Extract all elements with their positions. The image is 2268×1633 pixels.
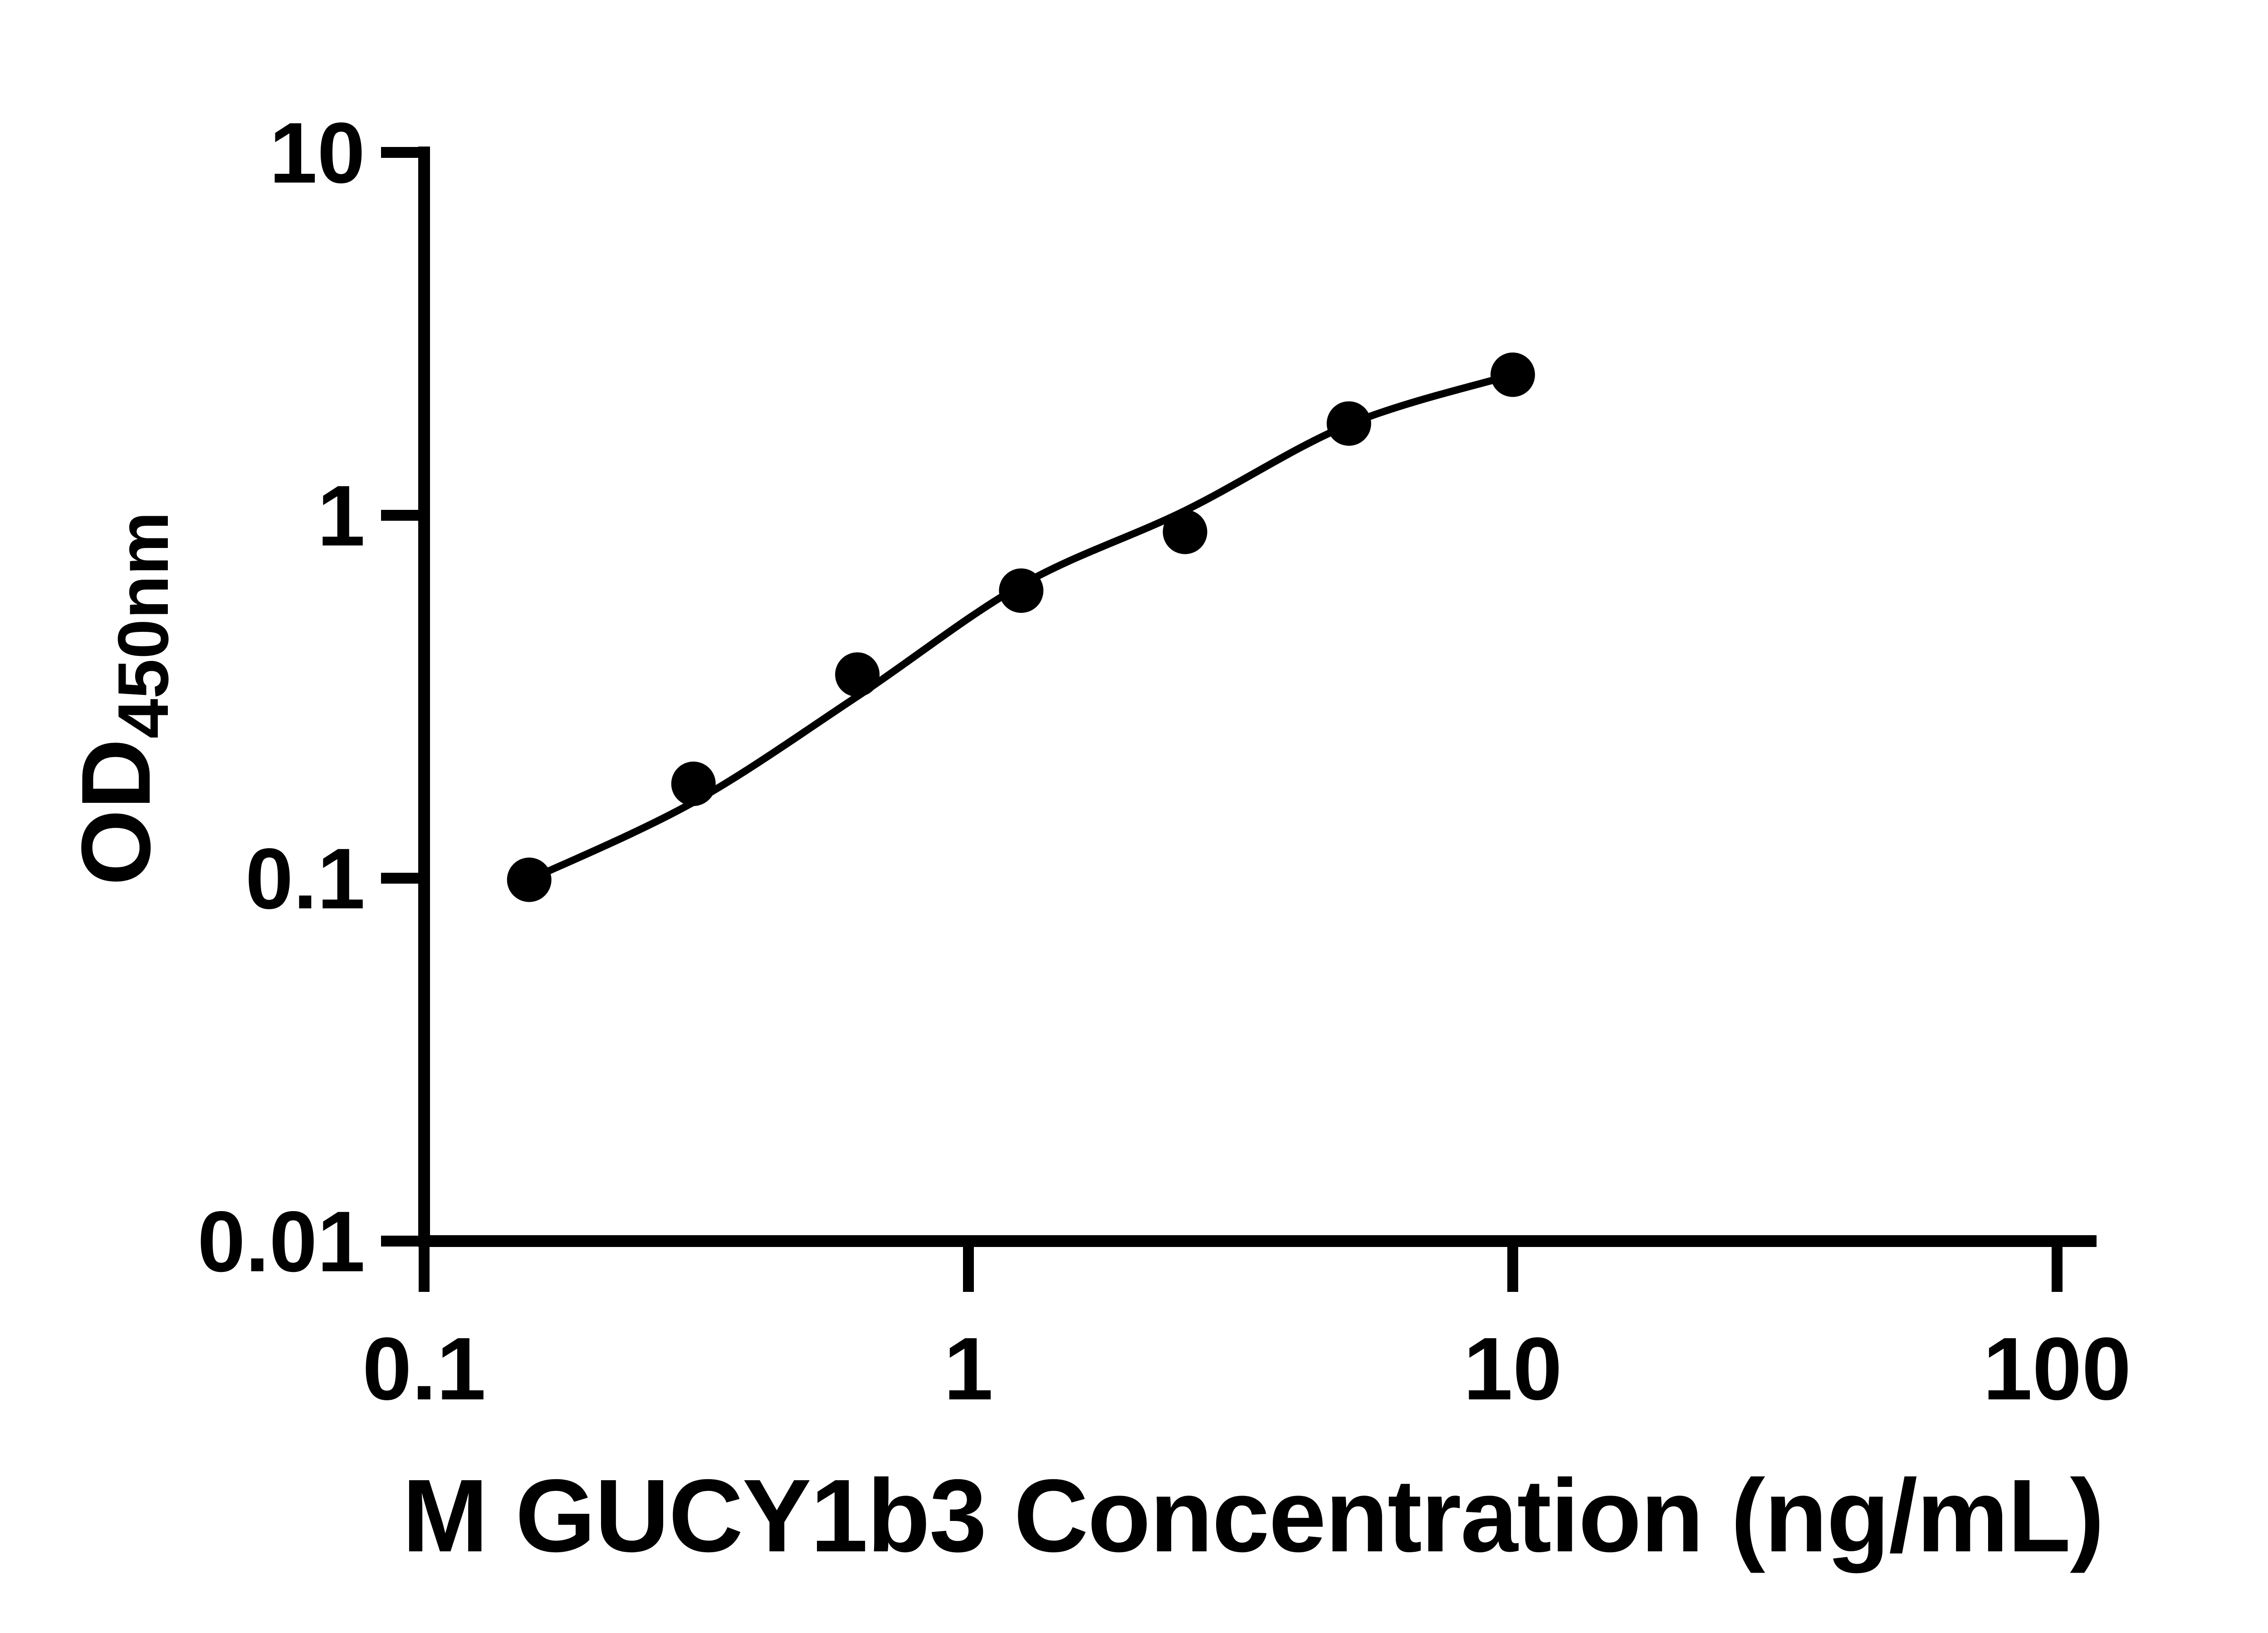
y-axis-title-subscript: 450nm bbox=[103, 512, 183, 739]
y-tick-label: 10 bbox=[269, 105, 365, 201]
data-point bbox=[1491, 352, 1535, 397]
y-axis-title-main: OD bbox=[61, 738, 171, 885]
axes-layer: 10 1 0.1 0.01 0.1 1 10 100 bbox=[197, 105, 2131, 1419]
x-tick-label: 100 bbox=[1983, 1319, 2131, 1418]
data-point bbox=[999, 568, 1044, 613]
data-point bbox=[835, 652, 880, 697]
x-tick-label: 1 bbox=[943, 1319, 993, 1418]
x-tick-label: 0.1 bbox=[362, 1319, 486, 1418]
y-axis-title: OD450nm bbox=[61, 512, 183, 886]
y-tick-label: 0.01 bbox=[197, 1194, 365, 1290]
y-tick-label: 0.1 bbox=[245, 831, 365, 927]
data-point bbox=[671, 761, 716, 806]
data-point bbox=[507, 857, 552, 902]
series-layer bbox=[507, 352, 1535, 902]
y-tick-label: 1 bbox=[317, 468, 365, 564]
x-axis-title: M GUCY1b3 Concentration (ng/mL) bbox=[402, 1458, 2104, 1574]
data-point bbox=[1163, 509, 1207, 554]
fit-curve bbox=[525, 371, 1516, 884]
x-tick-label: 10 bbox=[1463, 1319, 1562, 1418]
data-point bbox=[1326, 401, 1371, 446]
